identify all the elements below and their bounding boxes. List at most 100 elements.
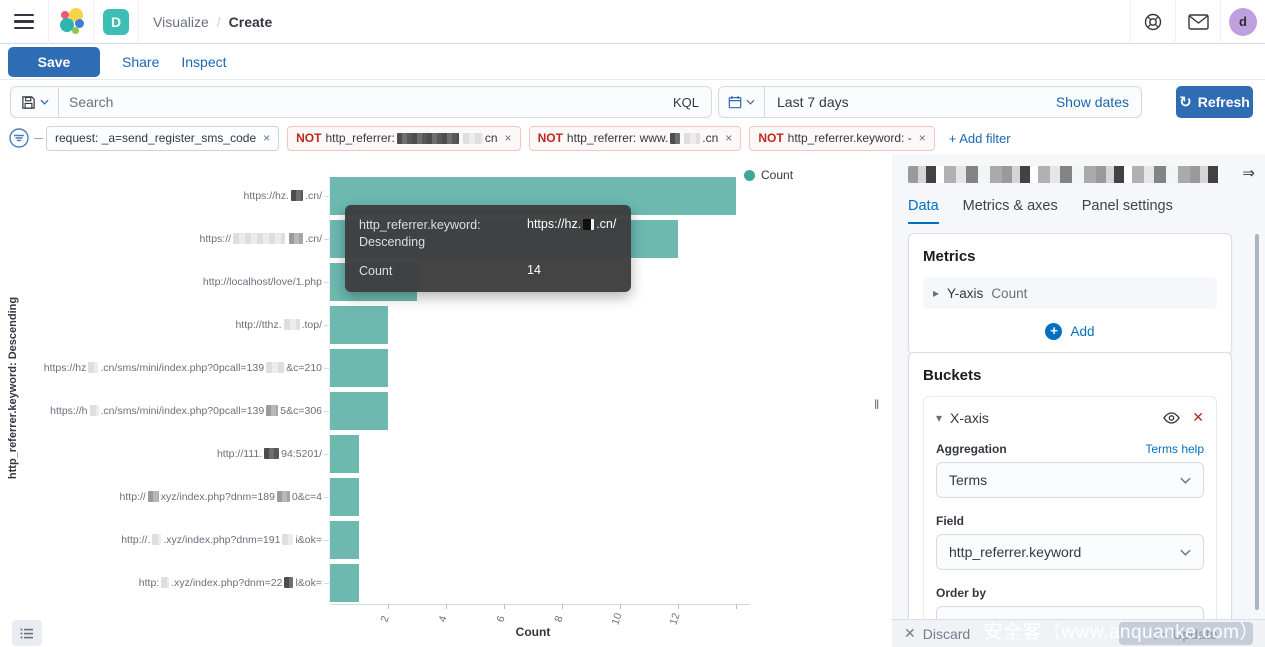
redacted-segment [284, 577, 294, 588]
text-segment: http_referrer: www. [566, 131, 669, 145]
elastic-logo-icon[interactable] [49, 0, 93, 44]
y-axis-category-label: http://111. 94:5201/ [0, 432, 322, 475]
eye-icon[interactable] [1163, 411, 1181, 424]
y-axis-tick [324, 410, 329, 412]
text-segment: https://hz [43, 361, 87, 374]
y-axis-category-label: http://localhost/love/1.php [0, 260, 322, 303]
x-axis-bucket-header[interactable]: ▾ X-axis ✕ [936, 409, 1204, 426]
buckets-card: Buckets ▾ X-axis ✕ Aggregation Terms hel… [908, 352, 1232, 647]
index-pattern-title-redacted[interactable] [908, 166, 1220, 183]
field-select[interactable]: http_referrer.keyword [936, 534, 1204, 570]
divider [1130, 0, 1131, 44]
legend-toggle-button[interactable] [12, 620, 42, 646]
redacted-segment [670, 132, 681, 144]
remove-filter-icon[interactable]: × [918, 131, 926, 145]
bar-7[interactable] [330, 434, 359, 473]
date-picker: Last 7 days Show dates [718, 86, 1142, 118]
text-segment: &c=210 [286, 361, 322, 374]
x-axis-tick [678, 604, 679, 609]
tab-panel-settings[interactable]: Panel settings [1081, 198, 1173, 214]
save-button[interactable]: Save [8, 46, 100, 77]
filter-pill[interactable]: NOT http_referrer: cn × [287, 125, 521, 151]
remove-filter-icon[interactable]: × [725, 131, 733, 145]
breadcrumb: Visualize / Create [139, 14, 272, 30]
bar-10[interactable] [330, 563, 359, 602]
bar-6[interactable] [330, 391, 388, 430]
filter-icon[interactable] [8, 127, 30, 149]
bar-8[interactable] [330, 477, 359, 516]
filter-bar: request: _a=send_register_sms_code × NOT ht… [0, 122, 1265, 155]
tooltip-bucket-label: http_referrer.keyword: Descending [359, 218, 481, 249]
add-filter-button[interactable]: + Add filter [948, 130, 1011, 146]
tooltip-bucket-value: https://hz. .cn/ [527, 217, 617, 251]
remove-filter-icon[interactable]: × [504, 131, 512, 145]
filter-pill[interactable]: request: _a=send_register_sms_code × [46, 125, 280, 151]
y-axis-metric-row[interactable]: ▸ Y-axis Count [923, 277, 1217, 309]
main-content: http_referrer.keyword: Descending Count … [0, 154, 1265, 647]
avatar-initial: d [1229, 7, 1257, 36]
user-avatar[interactable]: d [1221, 0, 1265, 44]
menu-hamburger-icon[interactable] [0, 13, 48, 30]
legend-count[interactable]: Count [744, 168, 793, 182]
bar-chart: http_referrer.keyword: Descending Count … [0, 154, 892, 647]
filter-pill[interactable]: NOT http_referrer: www. .cn × [528, 125, 742, 151]
share-link[interactable]: Share [122, 53, 160, 70]
chevron-right-icon: ▸ [933, 286, 940, 300]
x-axis-title: Count [515, 625, 551, 639]
time-range-value[interactable]: Last 7 days [777, 94, 849, 110]
text-segment: http: [138, 576, 160, 589]
text-segment: http://tthz. [235, 318, 282, 331]
redacted-segment [684, 132, 701, 144]
help-icon[interactable] [1131, 0, 1175, 44]
refresh-label: Refresh [1197, 94, 1250, 110]
panel-resize-handle[interactable]: ‖ [874, 397, 880, 412]
metric-row-label: Y-axis [947, 285, 984, 301]
not-label: NOT [296, 131, 322, 145]
show-dates-button[interactable]: Show dates [1055, 94, 1129, 110]
search-input[interactable] [59, 94, 661, 110]
remove-filter-icon[interactable]: × [263, 131, 271, 145]
tab-metrics-axes[interactable]: Metrics & axes [962, 198, 1058, 214]
bar-9[interactable] [330, 520, 359, 559]
inspect-link[interactable]: Inspect [181, 53, 227, 70]
redacted-segment [396, 132, 459, 144]
sidebar-scrollbar[interactable] [1255, 234, 1259, 610]
query-language-label[interactable]: KQL [672, 94, 699, 110]
x-axis-tick [620, 604, 621, 609]
redacted-segment [283, 319, 300, 330]
y-axis-tick [324, 195, 329, 197]
divider [1220, 0, 1221, 44]
refresh-button[interactable]: ↻ Refresh [1176, 86, 1253, 118]
play-icon: ▷ [1154, 625, 1166, 641]
chevron-down-icon [746, 99, 755, 105]
bar-5[interactable] [330, 348, 388, 387]
mail-icon[interactable] [1176, 0, 1220, 44]
space-badge[interactable]: D [94, 8, 138, 35]
discard-button[interactable]: ✕ Discard [904, 625, 970, 642]
bar-4[interactable] [330, 305, 388, 344]
legend-dot-icon [744, 169, 755, 181]
text-segment: http:// [119, 490, 146, 503]
filter-pill[interactable]: NOT http_referrer.keyword: - × [749, 125, 935, 151]
breadcrumb-visualize[interactable]: Visualize [153, 13, 209, 30]
tab-data[interactable]: Data [908, 198, 939, 224]
redacted-segment [264, 448, 280, 459]
text-segment: request: _a=send_register_sms_code [55, 131, 257, 145]
saved-queries-button[interactable] [11, 87, 59, 117]
update-button[interactable]: ▷ Update [1119, 622, 1253, 645]
tooltip-count-value: 14 [527, 262, 541, 277]
collapse-sidebar-icon[interactable]: ⇒ [1242, 165, 1255, 182]
header-right: d [1130, 0, 1265, 44]
refresh-icon: ↻ [1179, 93, 1192, 111]
text-segment: l&ok= [295, 576, 322, 589]
aggregation-select[interactable]: Terms [936, 462, 1204, 498]
remove-bucket-icon[interactable]: ✕ [1192, 409, 1204, 425]
close-icon: ✕ [904, 625, 916, 641]
text-segment: http_referrer.keyword: - [787, 131, 912, 145]
vis-toolbar: Save Share Inspect [0, 44, 1265, 80]
terms-help-link[interactable]: Terms help [1145, 442, 1204, 456]
redacted-segment [291, 190, 304, 201]
x-axis-tick [504, 604, 505, 609]
add-metric-button[interactable]: + Add [923, 323, 1217, 340]
calendar-button[interactable] [719, 87, 765, 117]
